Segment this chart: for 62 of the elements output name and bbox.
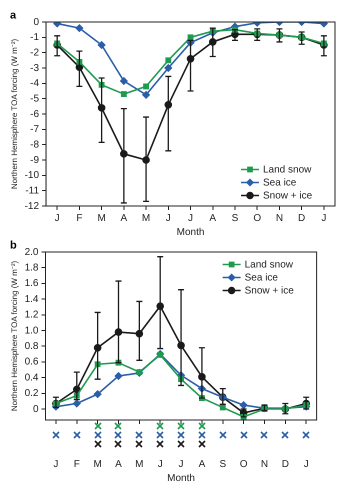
legend-label: Snow + ice (244, 285, 294, 296)
x-tick-label: D (282, 458, 289, 470)
y-tick-label: -1 (30, 32, 40, 44)
legend-label: Sea ice (263, 177, 297, 188)
y-tick-label: 0.8 (24, 340, 39, 352)
x-tick-label: N (276, 212, 284, 224)
y-tick-label: -2 (30, 47, 40, 58)
x-tick-label: J (188, 212, 194, 224)
y-axis-title: Northern Hemisphere TOA forcing (W m⁻²) (10, 260, 20, 412)
x-tick-label: J (304, 458, 309, 470)
y-tick-label: -8 (30, 139, 40, 150)
x-tick-label: O (253, 212, 262, 224)
x-tick-label: M (135, 458, 144, 470)
y-tick-label: -3 (30, 62, 40, 74)
x-tick-label: M (97, 212, 106, 224)
x-tick-label: F (76, 212, 82, 224)
chart-title: b (10, 240, 17, 252)
x-tick-label: J (178, 458, 184, 470)
x-tick-label: O (240, 458, 248, 470)
y-tick-label: 0 (32, 404, 39, 415)
x-tick-label: S (219, 458, 226, 470)
x-tick-label: J (54, 212, 60, 224)
y-tick-label: -9 (30, 154, 40, 166)
y-tick-label: -12 (24, 200, 40, 212)
y-tick-label: 1.0 (24, 325, 39, 336)
y-tick-label: 0.6 (24, 356, 39, 368)
x-tick-label: S (232, 212, 239, 224)
chart-title: a (10, 10, 17, 22)
legend-label: Sea ice (244, 272, 278, 284)
y-tick-label: 0.2 (24, 388, 39, 400)
x-tick-label: J (53, 458, 58, 470)
x-tick-label: J (321, 212, 326, 224)
y-tick-label: -7 (30, 124, 40, 136)
x-tick-label: J (166, 212, 171, 224)
legend-label: Land snow (244, 259, 294, 270)
y-tick-label: 2.0 (24, 246, 39, 258)
y-tick-label: -11 (25, 185, 40, 196)
x-tick-label: A (198, 458, 206, 470)
x-tick-label: A (120, 212, 128, 224)
x-tick-label: N (260, 458, 268, 470)
y-tick-label: 1.6 (24, 278, 39, 290)
x-tick-label: M (93, 458, 102, 470)
y-tick-label: 1.8 (24, 262, 39, 274)
x-axis-title: Month (176, 226, 204, 238)
y-tick-label: -5 (30, 93, 40, 104)
y-tick-label: 0.4 (24, 372, 39, 384)
x-tick-label: M (142, 212, 150, 224)
x-tick-label: J (158, 458, 163, 470)
x-tick-label: A (115, 458, 122, 470)
y-tick-label: -6 (30, 108, 40, 120)
x-tick-label: F (74, 458, 80, 470)
legend-label: Snow + ice (263, 190, 313, 202)
x-tick-label: D (298, 212, 306, 224)
y-tick-label: 0 (33, 16, 40, 28)
x-axis-title: Month (167, 472, 195, 484)
y-tick-label: 1.4 (24, 294, 39, 305)
y-tick-label: 1.2 (24, 310, 39, 321)
y-axis-title: Northern Hemisphere TOA forcing (W m⁻²) (10, 38, 20, 190)
y-tick-label: -10 (24, 170, 40, 182)
legend-label: Land snow (263, 164, 312, 176)
x-tick-label: A (209, 212, 216, 224)
y-tick-label: -4 (30, 78, 40, 90)
